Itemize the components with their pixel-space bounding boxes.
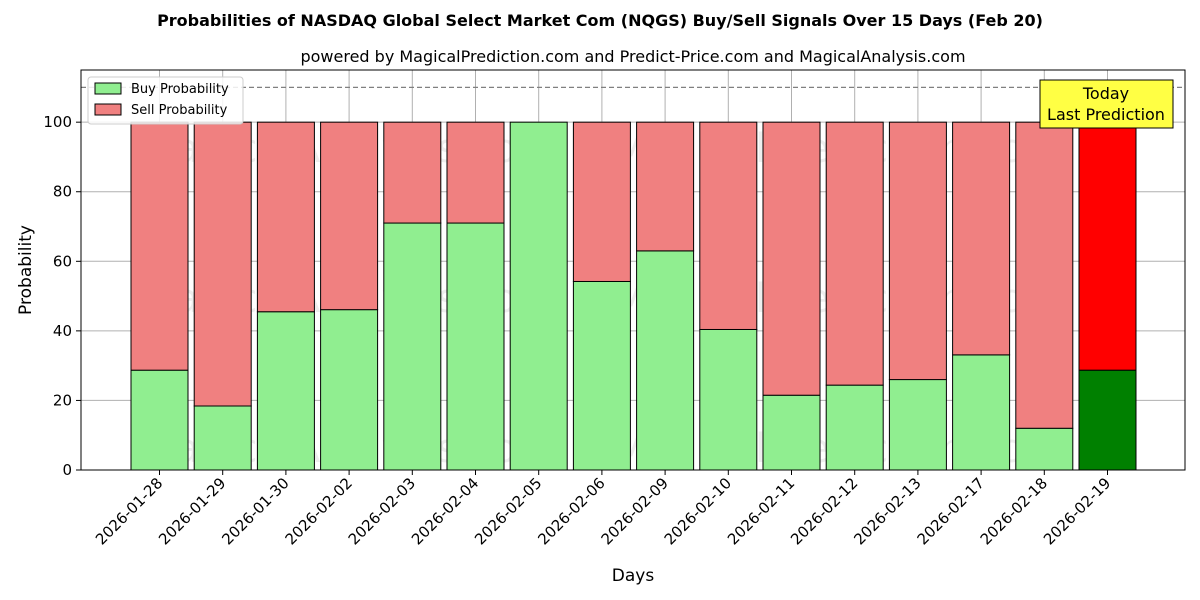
sell-bar <box>321 122 378 309</box>
x-tick-label: 2026-02-06 <box>534 474 608 548</box>
legend-sell-swatch <box>95 104 121 115</box>
x-tick-label: 2026-02-04 <box>408 474 482 548</box>
buy-bar <box>1016 428 1073 470</box>
sell-bar <box>889 122 946 379</box>
sell-bar <box>384 122 441 223</box>
y-tick-label: 40 <box>53 322 72 340</box>
legend-buy-label: Buy Probability <box>131 82 229 97</box>
buy-bar <box>889 380 946 470</box>
buy-bar <box>637 251 694 470</box>
buy-bar <box>1079 370 1136 470</box>
x-tick-label: 2026-02-09 <box>598 474 672 548</box>
y-tick-label: 20 <box>53 391 72 409</box>
sell-bar <box>1016 122 1073 428</box>
buy-bar <box>384 223 441 470</box>
x-tick-label: 2026-02-10 <box>661 474 735 548</box>
sell-bar <box>194 122 251 406</box>
chart-subtitle: powered by MagicalPrediction.com and Pre… <box>300 47 965 66</box>
x-tick-label: 2026-02-17 <box>914 474 988 548</box>
x-tick-label: 2026-02-13 <box>850 474 924 548</box>
sell-bar <box>637 122 694 251</box>
x-tick-label: 2026-01-28 <box>92 474 166 548</box>
buy-bar <box>131 370 188 470</box>
x-tick-label: 2026-02-05 <box>471 474 545 548</box>
buy-bar <box>953 355 1010 470</box>
sell-bar <box>953 122 1010 355</box>
sell-bar <box>826 122 883 385</box>
sell-bar <box>700 122 757 329</box>
x-axis-label: Days <box>612 566 655 586</box>
legend-sell-label: Sell Probability <box>131 103 228 118</box>
chart-title: Probabilities of NASDAQ Global Select Ma… <box>157 11 1043 30</box>
x-tick-label: 2026-02-03 <box>345 474 419 548</box>
legend: Buy Probability Sell Probability <box>88 77 243 124</box>
buy-bar <box>826 385 883 470</box>
buy-bar <box>573 281 630 470</box>
buy-bar <box>763 395 820 470</box>
x-tick-label: 2026-02-02 <box>282 474 356 548</box>
buy-bar <box>321 310 378 470</box>
buy-bar <box>447 223 504 470</box>
y-axis: 0 20 40 60 80 100 <box>43 113 81 479</box>
y-tick-label: 100 <box>43 113 72 131</box>
sell-bar <box>447 122 504 223</box>
sell-bar <box>257 122 314 312</box>
x-tick-label: 2026-01-29 <box>155 474 229 548</box>
today-annotation: Today Last Prediction <box>1040 80 1173 128</box>
today-annotation-line2: Last Prediction <box>1047 105 1165 124</box>
x-tick-label: 2026-02-18 <box>977 474 1051 548</box>
buy-bar <box>510 122 567 470</box>
y-tick-label: 80 <box>53 183 72 201</box>
y-axis-label: Probability <box>16 225 36 315</box>
x-tick-label: 2026-02-11 <box>724 474 798 548</box>
y-tick-label: 60 <box>53 252 72 270</box>
sell-bar <box>763 122 820 395</box>
buy-bar <box>700 329 757 470</box>
sell-bar <box>573 122 630 281</box>
y-tick-label: 0 <box>62 461 72 479</box>
sell-bar <box>1079 122 1136 370</box>
legend-buy-swatch <box>95 83 121 94</box>
x-tick-label: 2026-02-19 <box>1040 474 1114 548</box>
sell-bar <box>131 122 188 370</box>
x-tick-label: 2026-01-30 <box>218 474 292 548</box>
buy-bar <box>194 406 251 470</box>
x-axis: 2026-01-282026-01-292026-01-302026-02-02… <box>92 470 1114 548</box>
buy-bar <box>257 312 314 470</box>
x-tick-label: 2026-02-12 <box>787 474 861 548</box>
today-annotation-line1: Today <box>1082 84 1129 103</box>
